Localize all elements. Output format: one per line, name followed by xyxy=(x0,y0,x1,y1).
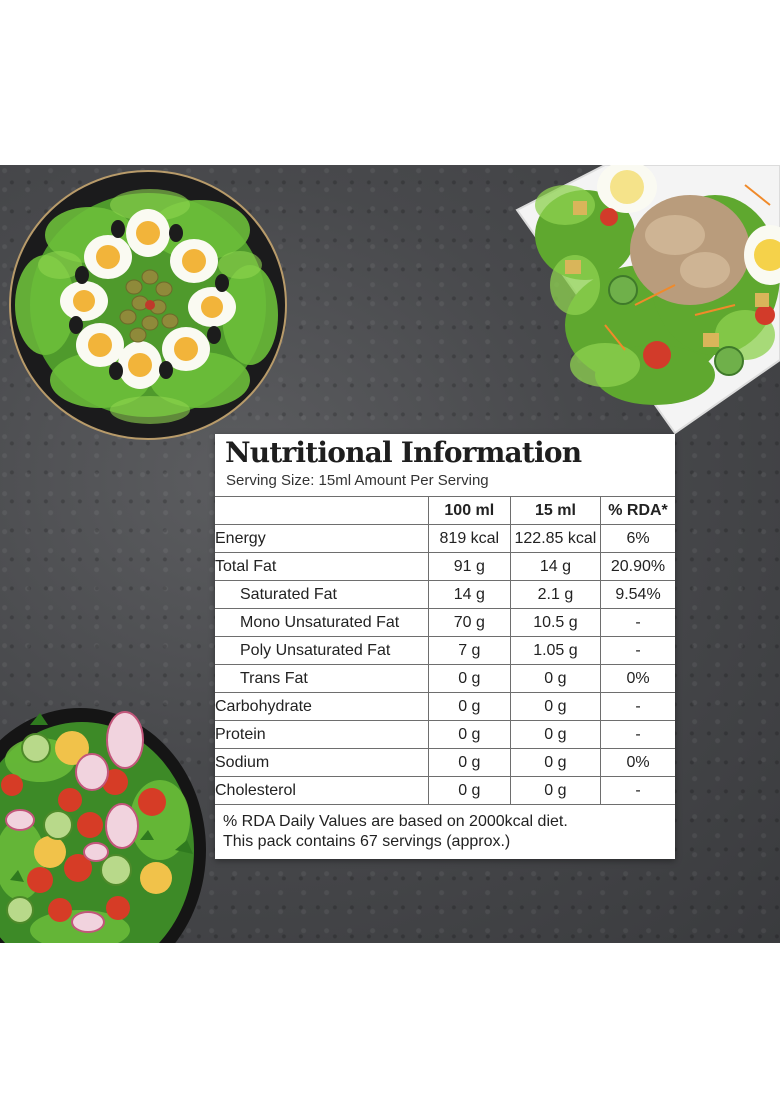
value-rda: 0% xyxy=(600,748,675,777)
table-row: Cholesterol 0 g 0 g - xyxy=(215,776,675,805)
table-row: Energy 819 kcal 122.85 kcal 6% xyxy=(215,524,675,553)
table-row: Mono Unsaturated Fat 70 g 10.5 g - xyxy=(215,608,675,637)
nutrient-name: Cholesterol xyxy=(215,776,429,805)
value-rda: - xyxy=(600,636,675,665)
table-header-row: 100 ml 15 ml % RDA* xyxy=(215,496,675,525)
value-rda: 9.54% xyxy=(600,580,675,609)
egg-salad-image xyxy=(9,170,287,440)
value-100ml: 819 kcal xyxy=(427,524,511,553)
servings-note: This pack contains 67 servings (approx.) xyxy=(223,833,511,850)
value-15ml: 10.5 g xyxy=(509,608,602,637)
nutrient-name: Carbohydrate xyxy=(215,692,429,721)
table-row: Trans Fat 0 g 0 g 0% xyxy=(215,664,675,693)
footnote: % RDA Daily Values are based on 2000kcal… xyxy=(223,812,568,852)
value-15ml: 1.05 g xyxy=(509,636,602,665)
nutrient-name: Protein xyxy=(215,720,429,749)
vegetable-salad-image xyxy=(0,708,206,943)
value-rda: - xyxy=(600,720,675,749)
value-100ml: 0 g xyxy=(427,692,511,721)
rda-note: % RDA Daily Values are based on 2000kcal… xyxy=(223,813,568,830)
header-100ml: 100 ml xyxy=(427,496,511,525)
value-15ml: 0 g xyxy=(509,776,602,805)
value-15ml: 14 g xyxy=(509,552,602,581)
serving-size-text: Serving Size: 15ml Amount Per Serving xyxy=(226,472,489,489)
slate-background: Nutritional Information Serving Size: 15… xyxy=(0,165,780,943)
nutrient-name: Energy xyxy=(215,524,429,553)
header-rda: % RDA* xyxy=(600,496,675,525)
value-15ml: 122.85 kcal xyxy=(509,524,602,553)
table-row: Poly Unsaturated Fat 7 g 1.05 g - xyxy=(215,636,675,665)
value-15ml: 0 g xyxy=(509,748,602,777)
value-rda: 6% xyxy=(600,524,675,553)
tuna-salad-image xyxy=(515,165,780,435)
value-15ml: 0 g xyxy=(509,692,602,721)
nutrient-name: Mono Unsaturated Fat xyxy=(215,608,429,637)
nutrient-name: Saturated Fat xyxy=(215,580,429,609)
nutrient-name: Poly Unsaturated Fat xyxy=(215,636,429,665)
nutrient-name: Total Fat xyxy=(215,552,429,581)
value-15ml: 0 g xyxy=(509,664,602,693)
value-rda: - xyxy=(600,692,675,721)
nutrient-name: Sodium xyxy=(215,748,429,777)
value-100ml: 14 g xyxy=(427,580,511,609)
value-100ml: 0 g xyxy=(427,720,511,749)
table-row: Carbohydrate 0 g 0 g - xyxy=(215,692,675,721)
nutrition-table: 100 ml 15 ml % RDA* Energy 819 kcal 122.… xyxy=(215,496,675,805)
value-100ml: 91 g xyxy=(427,552,511,581)
value-100ml: 70 g xyxy=(427,608,511,637)
value-rda: 0% xyxy=(600,664,675,693)
nutrient-name: Trans Fat xyxy=(215,664,429,693)
value-100ml: 0 g xyxy=(427,776,511,805)
value-rda: 20.90% xyxy=(600,552,675,581)
header-15ml: 15 ml xyxy=(509,496,602,525)
value-100ml: 0 g xyxy=(427,748,511,777)
table-row: Protein 0 g 0 g - xyxy=(215,720,675,749)
value-rda: - xyxy=(600,608,675,637)
header-nutrient xyxy=(215,496,429,525)
value-15ml: 2.1 g xyxy=(509,580,602,609)
panel-title: Nutritional Information xyxy=(225,436,582,469)
table-row: Sodium 0 g 0 g 0% xyxy=(215,748,675,777)
nutrition-panel: Nutritional Information Serving Size: 15… xyxy=(215,434,675,859)
value-rda: - xyxy=(600,776,675,805)
table-row: Saturated Fat 14 g 2.1 g 9.54% xyxy=(215,580,675,609)
value-100ml: 7 g xyxy=(427,636,511,665)
table-row: Total Fat 91 g 14 g 20.90% xyxy=(215,552,675,581)
value-100ml: 0 g xyxy=(427,664,511,693)
value-15ml: 0 g xyxy=(509,720,602,749)
